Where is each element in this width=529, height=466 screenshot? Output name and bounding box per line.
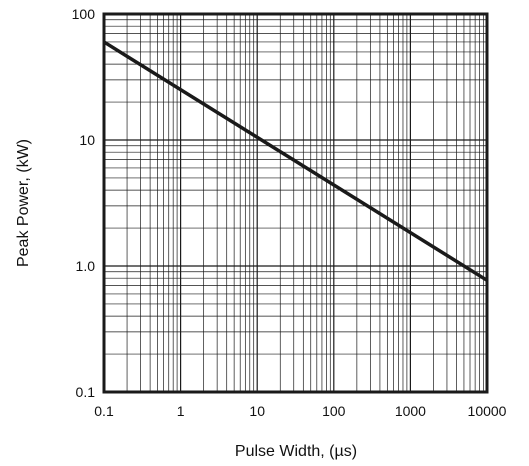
grid-lines	[104, 14, 487, 392]
plot-frame	[102, 12, 489, 394]
x-tick-labels: 0.1 1 10 100 1000 10000	[94, 403, 506, 419]
x-tick-label: 10	[249, 403, 265, 419]
series-line	[103, 40, 488, 282]
y-tick-label: 100	[72, 6, 96, 22]
x-tick-label: 1000	[395, 403, 426, 419]
x-tick-label: 100	[322, 403, 346, 419]
y-tick-label: 0.1	[76, 384, 96, 400]
y-tick-label: 1.0	[76, 258, 96, 274]
x-tick-label: 0.1	[94, 403, 114, 419]
x-axis-title: Pulse Width, (µs)	[235, 443, 357, 460]
data-lines	[103, 40, 488, 282]
x-tick-label: 10000	[468, 403, 507, 419]
x-tick-label: 1	[177, 403, 185, 419]
y-tick-labels: 0.1 1.0 10 100	[72, 6, 96, 400]
y-tick-label: 10	[79, 132, 95, 148]
y-axis-title: Peak Power, (kW)	[15, 139, 32, 267]
